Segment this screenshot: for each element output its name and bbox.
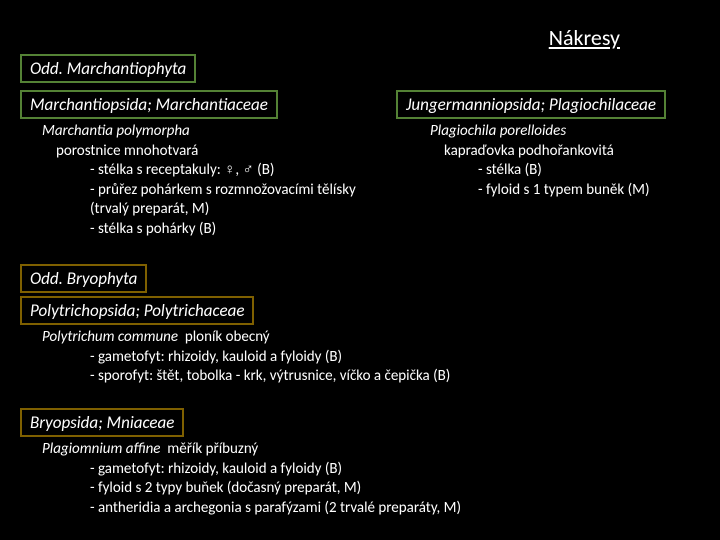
heading-bryopsida: Bryopsida; Mniaceae: [20, 408, 184, 437]
heading-polytrichopsida: Polytrichopsida; Polytrichaceae: [20, 296, 254, 325]
block-marchantia: Marchantia polymorpha porostnice mnohotv…: [42, 122, 382, 239]
heading-label: Odd. Marchantiophyta: [30, 58, 186, 79]
species-name: Marchantia polymorpha: [42, 122, 382, 142]
species-line: Plagiomnium affine měřík příbuzný: [42, 440, 682, 460]
common-name: kapraďovka podhořankovitá: [430, 142, 710, 162]
list-item: - sporofyt: štět, tobolka - krk, výtrusn…: [42, 367, 682, 387]
heading-jungermanniopsida: Jungermanniopsida; Plagiochilaceae: [396, 90, 666, 119]
list-item: - gametofyt: rhizoidy, kauloid a fyloidy…: [42, 460, 682, 480]
list-item: - fyloid s 1 typem buněk (M): [430, 181, 710, 201]
heading-label: Odd. Bryophyta: [30, 268, 137, 289]
list-item: - průřez pohárkem s rozmnožovacími tělís…: [42, 181, 382, 220]
list-item: - stélka s receptakuly: ♀, ♂ (B): [42, 161, 382, 181]
common-name: porostnice mnohotvará: [42, 142, 382, 162]
species-line: Polytrichum commune ploník obecný: [42, 328, 682, 348]
list-item: - stélka (B): [430, 161, 710, 181]
list-item: - stélka s pohárky (B): [42, 220, 382, 240]
heading-odd-marchantiophyta: Odd. Marchantiophyta: [20, 54, 196, 83]
list-item: - antheridia a archegonia s parafýzami (…: [42, 499, 682, 519]
page-title: Nákresy: [549, 24, 620, 51]
heading-marchantiopsida: Marchantiopsida; Marchantiaceae: [20, 90, 278, 119]
block-plagiomnium: Plagiomnium affine měřík příbuzný - game…: [42, 440, 682, 518]
heading-odd-bryophyta: Odd. Bryophyta: [20, 264, 147, 293]
block-polytrichum: Polytrichum commune ploník obecný - game…: [42, 328, 682, 387]
list-item: - gametofyt: rhizoidy, kauloid a fyloidy…: [42, 348, 682, 368]
species-name: Plagiochila porelloides: [430, 122, 710, 142]
block-plagiochila: Plagiochila porelloides kapraďovka podho…: [430, 122, 710, 200]
list-item: - fyloid s 2 typy buňek (dočasný prepará…: [42, 479, 682, 499]
